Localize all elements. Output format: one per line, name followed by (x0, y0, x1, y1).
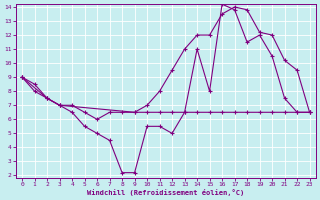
X-axis label: Windchill (Refroidissement éolien,°C): Windchill (Refroidissement éolien,°C) (87, 189, 244, 196)
